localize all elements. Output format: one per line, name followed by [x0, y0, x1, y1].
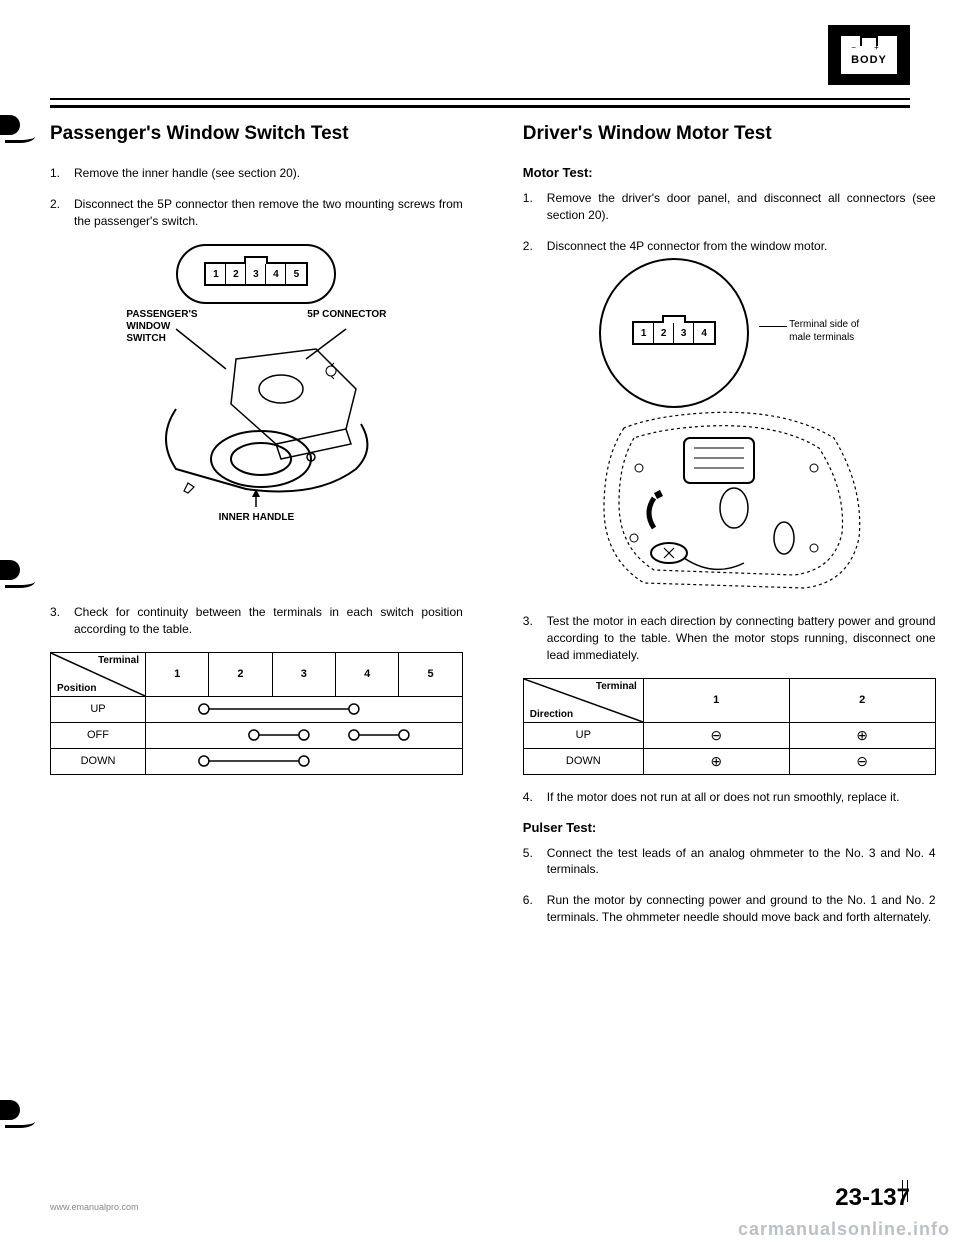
pin-label: 2	[654, 323, 674, 343]
right-column: Driver's Window Motor Test Motor Test: 1…	[523, 108, 936, 940]
step-text: If the motor does not run at all or does…	[547, 789, 936, 806]
left-column: Passenger's Window Switch Test 1. Remove…	[50, 108, 463, 940]
figure-label: INNER HANDLE	[219, 512, 295, 524]
step-item: 4. If the motor does not run at all or d…	[523, 789, 936, 806]
diag-bot-label: Direction	[530, 709, 573, 720]
step-text: Disconnect the 4P connector from the win…	[547, 238, 936, 255]
table-row: UP	[51, 696, 463, 722]
terminal-side-label: Terminal side of male terminals	[789, 318, 859, 344]
step-item: 5. Connect the test leads of an analog o…	[523, 845, 936, 879]
col-header: 4	[335, 652, 398, 696]
motor-test-table: Terminal Direction 1 2 UP ⊖ ⊕ DOWN ⊕ ⊖	[523, 678, 936, 775]
right-title: Driver's Window Motor Test	[523, 123, 936, 145]
step-number: 4.	[523, 789, 547, 806]
footer-url: www.emanualpro.com	[50, 1202, 139, 1212]
col-header: 5	[399, 652, 462, 696]
door-drawing-icon	[584, 398, 874, 598]
row-label: UP	[51, 696, 146, 722]
step-text: Test the motor in each direction by conn…	[547, 613, 936, 663]
row-label: OFF	[51, 722, 146, 748]
step-number: 3.	[50, 604, 74, 638]
side-marker-icon	[0, 1100, 40, 1125]
step-text: Connect the test leads of an analog ohmm…	[547, 845, 936, 879]
left-title: Passenger's Window Switch Test	[50, 123, 463, 145]
connector-circle-icon: 1 2 3 4	[599, 258, 749, 408]
step-text: Disconnect the 5P connector then remove …	[74, 196, 463, 230]
motor-test-heading: Motor Test:	[523, 165, 936, 180]
side-marker-icon	[0, 115, 40, 140]
step-number: 1.	[523, 190, 547, 224]
table-row: UP ⊖ ⊕	[523, 722, 935, 748]
pin-label: 3	[674, 323, 694, 343]
diag-bot-label: Position	[57, 683, 96, 694]
diag-top-label: Terminal	[596, 681, 637, 692]
step-item: 1. Remove the driver's door panel, and d…	[523, 190, 936, 224]
door-panel-figure	[584, 398, 874, 598]
col-header: 2	[789, 678, 935, 722]
table-row: DOWN ⊕ ⊖	[523, 748, 935, 774]
polarity-cell: ⊖	[789, 748, 935, 774]
page-header: − + BODY	[50, 20, 910, 100]
step-item: 6. Run the motor by connecting power and…	[523, 892, 936, 926]
step-number: 2.	[50, 196, 74, 230]
connector-5p-icon: 1 2 3 4 5	[176, 244, 336, 304]
step-text: Remove the inner handle (see section 20)…	[74, 165, 463, 182]
pin-label: 2	[226, 264, 246, 284]
table-diag-header: Terminal Direction	[523, 678, 643, 722]
step-number: 5.	[523, 845, 547, 879]
figure-label: 5P CONNECTOR	[307, 309, 386, 321]
pin-label: 4	[266, 264, 286, 284]
step-text: Remove the driver's door panel, and disc…	[547, 190, 936, 224]
pin-label: 1	[634, 323, 654, 343]
watermark: carmanualsonline.info	[738, 1219, 950, 1240]
passenger-switch-figure: 1 2 3 4 5 PASSENGER'S WINDOW SWITCH 5P C…	[50, 244, 463, 509]
pin-label: 1	[206, 264, 226, 284]
continuity-table: Terminal Position 1 2 3 4 5 UP	[50, 652, 463, 775]
row-label: UP	[523, 722, 643, 748]
continuity-cell	[146, 722, 463, 748]
step-number: 6.	[523, 892, 547, 926]
continuity-cell	[146, 696, 463, 722]
figure-label: PASSENGER'S WINDOW SWITCH	[126, 309, 197, 345]
polarity-cell: ⊖	[643, 722, 789, 748]
table-row: OFF	[51, 722, 463, 748]
badge-symbols: − +	[851, 44, 887, 52]
body-badge: − + BODY	[828, 25, 910, 85]
row-label: DOWN	[523, 748, 643, 774]
pin-label: 3	[246, 264, 266, 284]
col-header: 2	[209, 652, 272, 696]
step-number: 3.	[523, 613, 547, 663]
step-text: Check for continuity between the termina…	[74, 604, 463, 638]
diag-top-label: Terminal	[98, 655, 139, 666]
step-item: 2. Disconnect the 5P connector then remo…	[50, 196, 463, 230]
connector-4p-figure: 1 2 3 4 Terminal side of male terminals	[599, 268, 859, 408]
table-diag-header: Terminal Position	[51, 652, 146, 696]
continuity-cell	[146, 748, 463, 774]
page-footer: www.emanualpro.com 23-137	[50, 1184, 910, 1212]
side-marker-icon	[0, 560, 40, 585]
row-label: DOWN	[51, 748, 146, 774]
badge-text: BODY	[851, 54, 887, 66]
pin-label: 5	[286, 264, 306, 284]
step-number: 2.	[523, 238, 547, 255]
polarity-cell: ⊕	[789, 722, 935, 748]
col-header: 1	[146, 652, 209, 696]
table-row: DOWN	[51, 748, 463, 774]
col-header: 3	[272, 652, 335, 696]
step-text: Run the motor by connecting power and gr…	[547, 892, 936, 926]
polarity-cell: ⊕	[643, 748, 789, 774]
step-item: 2. Disconnect the 4P connector from the …	[523, 238, 936, 255]
step-item: 3. Test the motor in each direction by c…	[523, 613, 936, 663]
step-item: 3. Check for continuity between the term…	[50, 604, 463, 638]
step-item: 1. Remove the inner handle (see section …	[50, 165, 463, 182]
pulser-test-heading: Pulser Test:	[523, 820, 936, 835]
col-header: 1	[643, 678, 789, 722]
page-number: 23-137	[835, 1184, 910, 1212]
pin-label: 4	[694, 323, 714, 343]
step-number: 1.	[50, 165, 74, 182]
